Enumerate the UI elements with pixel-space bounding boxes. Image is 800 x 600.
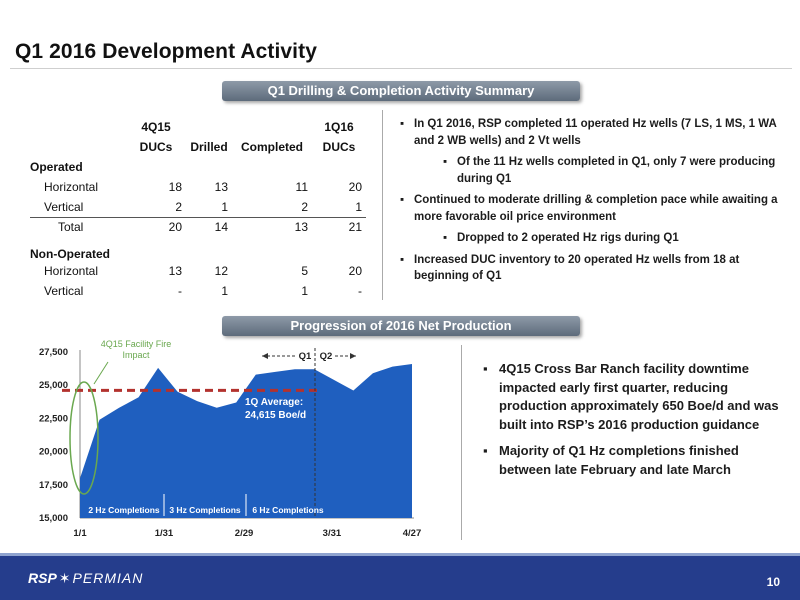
q2-arrowhead xyxy=(350,353,356,359)
cell: 13 xyxy=(214,180,228,194)
fire-impact-label-line2: Impact xyxy=(122,350,150,360)
row-label: Vertical xyxy=(44,284,84,298)
drilling-activity-table: 4Q15 1Q16 DUCs Drilled Completed DUCs Op… xyxy=(30,117,366,301)
page-title: Q1 2016 Development Activity xyxy=(15,40,317,63)
production-banner: Progression of 2016 Net Production xyxy=(222,316,580,336)
cell: 18 xyxy=(168,180,182,194)
cell: 1 xyxy=(221,199,228,214)
header-1q16: 1Q16 xyxy=(324,120,354,134)
section1-divider xyxy=(382,110,383,300)
cell: - xyxy=(358,284,362,298)
bullet-item: In Q1 2016, RSP completed 11 operated Hz… xyxy=(400,116,784,149)
page-number: 10 xyxy=(766,575,780,589)
fire-impact-ellipse xyxy=(69,381,99,495)
drilling-summary-banner: Q1 Drilling & Completion Activity Summar… xyxy=(222,81,580,101)
q2-label: Q2 xyxy=(320,351,333,362)
cell: 2 xyxy=(301,199,308,214)
cell: 14 xyxy=(186,216,232,237)
average-label: 1Q Average: xyxy=(245,397,303,408)
cell: 20 xyxy=(348,180,362,194)
cell: - xyxy=(178,284,182,298)
cell: 11 xyxy=(295,180,308,194)
header-drilled: Drilled xyxy=(190,140,228,154)
cell: 13 xyxy=(232,216,312,237)
x-tick-label: 2/29 xyxy=(235,528,254,539)
bullet-item: 4Q15 Cross Bar Ranch facility downtime i… xyxy=(483,360,781,434)
company-logo: RSP ✶ PERMIAN xyxy=(28,570,143,587)
x-tick-label: 1/31 xyxy=(155,528,174,539)
sub-bullet-item: Dropped to 2 operated Hz rigs during Q1 xyxy=(443,230,784,247)
completion-label: 2 Hz Completions xyxy=(88,505,160,515)
total-row: Total 20 14 13 21 xyxy=(30,216,366,237)
y-tick-label: 17,500 xyxy=(39,480,68,491)
title-divider xyxy=(10,68,792,69)
logo-text-permian: PERMIAN xyxy=(72,570,144,586)
y-tick-label: 20,000 xyxy=(39,447,68,458)
bullet-item: Continued to moderate drilling & complet… xyxy=(400,192,784,225)
table-header-row-2: DUCs Drilled Completed DUCs xyxy=(30,137,366,157)
header-4q15: 4Q15 xyxy=(141,120,171,134)
y-tick-label: 22,500 xyxy=(39,413,68,424)
bullet-item: Increased DUC inventory to 20 operated H… xyxy=(400,252,784,285)
fire-impact-label: 4Q15 Facility Fire xyxy=(101,339,172,349)
operated-label: Operated xyxy=(30,160,83,174)
bullet-item: Majority of Q1 Hz completions finished b… xyxy=(483,442,781,479)
logo-text-rsp: RSP xyxy=(28,570,57,586)
sub-bullet-item: Of the 11 Hz wells completed in Q1, only… xyxy=(443,154,784,187)
x-tick-label: 3/31 xyxy=(323,528,342,539)
x-tick-label: 4/27 xyxy=(403,528,422,539)
row-label: Horizontal xyxy=(44,180,99,194)
fire-impact-pointer xyxy=(93,361,109,385)
cell: 20 xyxy=(348,264,362,278)
operated-section-row: Operated xyxy=(30,157,366,177)
section2-divider xyxy=(461,345,462,540)
footer-bar xyxy=(0,556,800,600)
cell: 1 xyxy=(301,284,308,298)
y-tick-label: 27,500 xyxy=(39,347,68,358)
production-bullets: 4Q15 Cross Bar Ranch facility downtime i… xyxy=(483,360,781,487)
production-area xyxy=(80,364,412,518)
star-icon: ✶ xyxy=(58,570,71,586)
table-row: Horizontal 13 12 5 20 xyxy=(30,261,366,281)
row-label: Total xyxy=(30,216,126,237)
non-operated-label: Non-Operated xyxy=(30,247,111,261)
footer-accent-line xyxy=(0,553,800,556)
non-operated-section-row: Non-Operated xyxy=(30,237,366,261)
y-tick-label: 15,000 xyxy=(39,513,68,524)
table-row: Horizontal 18 13 11 20 xyxy=(30,177,366,197)
table-row: Vertical - 1 1 - xyxy=(30,281,366,301)
average-value-label: 24,615 Boe/d xyxy=(245,410,306,421)
header-completed: Completed xyxy=(240,140,303,154)
header-ducs-end: DUCs xyxy=(322,140,356,154)
header-ducs-start: DUCs xyxy=(139,140,173,154)
cell: 2 xyxy=(175,199,182,214)
q1-arrowhead xyxy=(262,353,268,359)
drilling-summary-bullets: In Q1 2016, RSP completed 11 operated Hz… xyxy=(400,116,784,290)
cell: 20 xyxy=(126,216,186,237)
y-tick-label: 25,000 xyxy=(39,380,68,391)
completion-label: 6 Hz Completions xyxy=(252,505,324,515)
cell: 12 xyxy=(214,264,228,278)
q1-label: Q1 xyxy=(299,351,312,362)
cell: 5 xyxy=(301,264,308,278)
completion-label: 3 Hz Completions xyxy=(169,505,241,515)
table-header-row-1: 4Q15 1Q16 xyxy=(30,117,366,137)
row-label: Horizontal xyxy=(44,264,99,278)
cell: 13 xyxy=(168,264,182,278)
row-label: Vertical xyxy=(44,199,84,214)
x-tick-label: 1/1 xyxy=(73,528,87,539)
cell: 1 xyxy=(355,199,362,214)
cell: 21 xyxy=(312,216,366,237)
table-row: Vertical 2 1 2 1 xyxy=(30,197,366,217)
cell: 1 xyxy=(221,284,228,298)
